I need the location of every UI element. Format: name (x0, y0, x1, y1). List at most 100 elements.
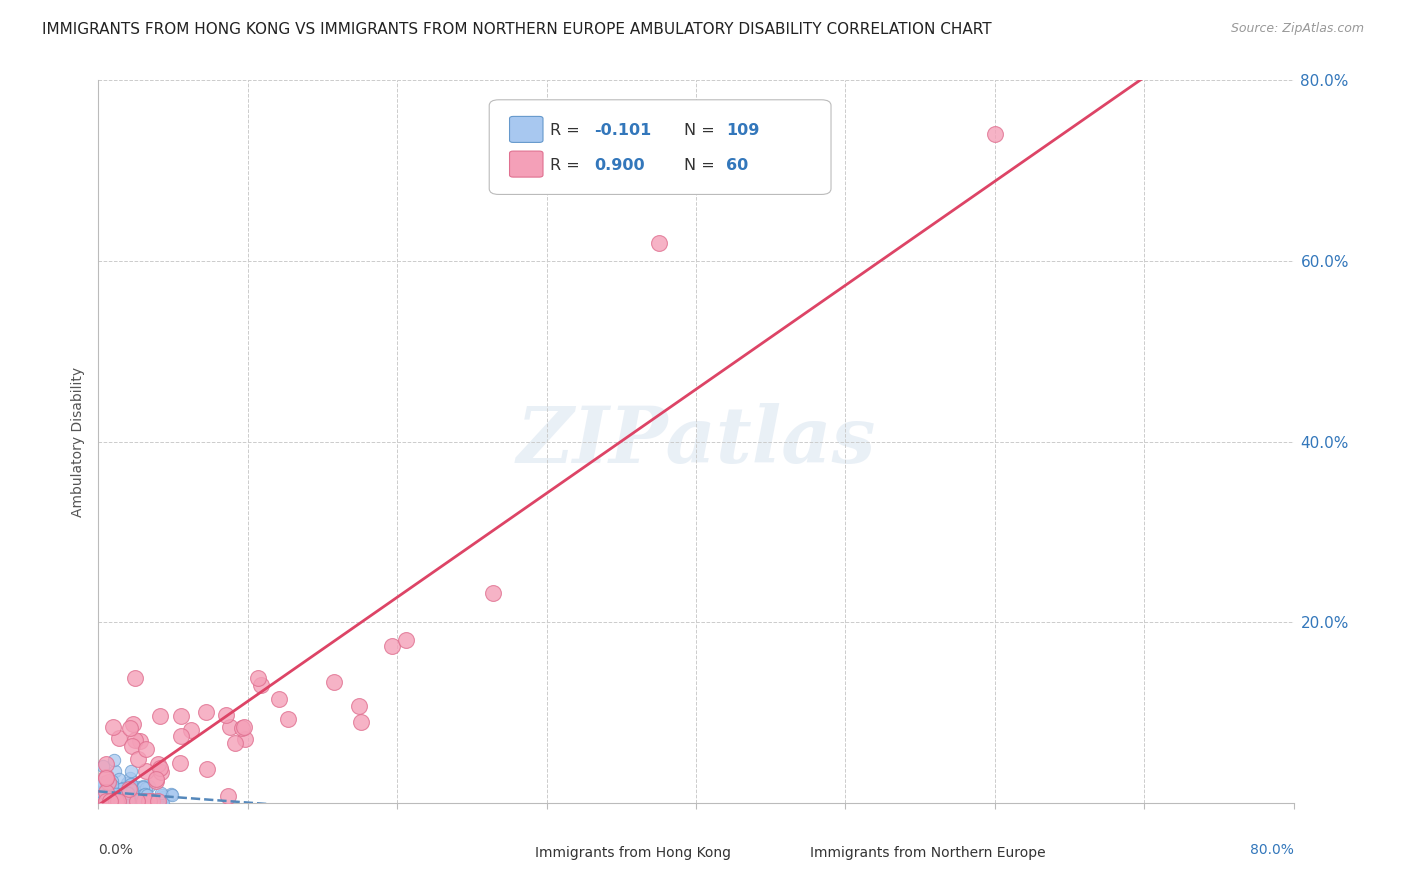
Point (96, 782, 118, 797)
Point (122, 792, 145, 806)
Point (121, 739, 143, 754)
Point (135, 789, 157, 803)
Point (135, 764, 157, 778)
Point (217, 789, 239, 803)
Point (149, 709, 172, 723)
Point (97, 785, 120, 799)
Point (101, 780, 124, 794)
Point (247, 671, 270, 685)
Point (112, 796, 135, 810)
Point (647, 235, 669, 250)
Point (124, 784, 146, 798)
Point (118, 792, 141, 806)
Point (114, 783, 136, 797)
Point (149, 796, 172, 810)
Point (103, 794, 125, 808)
Point (350, 715, 373, 730)
Point (124, 671, 146, 685)
Point (152, 789, 174, 804)
Point (110, 781, 132, 796)
Point (120, 778, 142, 792)
Text: 0.900: 0.900 (595, 158, 645, 173)
Point (103, 794, 125, 808)
Point (94, 794, 117, 808)
Text: R =: R = (550, 123, 585, 138)
Point (96, 780, 118, 795)
Point (118, 795, 141, 809)
Point (145, 774, 167, 789)
Text: N =: N = (685, 158, 720, 173)
Point (89, 796, 111, 810)
Point (118, 795, 141, 809)
Point (195, 762, 218, 776)
Point (93, 784, 115, 798)
Point (232, 720, 254, 734)
Text: IMMIGRANTS FROM HONG KONG VS IMMIGRANTS FROM NORTHERN EUROPE AMBULATORY DISABILI: IMMIGRANTS FROM HONG KONG VS IMMIGRANTS … (42, 22, 991, 37)
Point (117, 796, 139, 810)
Point (160, 789, 183, 803)
FancyBboxPatch shape (509, 117, 543, 143)
Point (97, 796, 120, 810)
Point (97, 792, 120, 806)
Point (101, 720, 124, 734)
Point (131, 785, 153, 799)
Point (249, 677, 271, 691)
Point (94, 785, 117, 799)
Point (108, 772, 131, 786)
Point (87, 789, 110, 804)
Point (117, 786, 139, 800)
Point (231, 722, 253, 736)
Point (215, 708, 238, 723)
Point (118, 782, 141, 797)
Point (91, 784, 114, 798)
Point (100, 786, 122, 800)
Point (118, 786, 141, 800)
Point (104, 786, 127, 800)
Point (141, 794, 163, 808)
Text: Source: ZipAtlas.com: Source: ZipAtlas.com (1230, 22, 1364, 36)
Point (117, 785, 139, 799)
Point (93, 784, 115, 798)
Point (103, 786, 125, 800)
Point (103, 764, 125, 778)
Point (90, 790, 112, 805)
FancyBboxPatch shape (509, 151, 543, 178)
Point (112, 781, 135, 796)
Text: -0.101: -0.101 (595, 123, 651, 138)
Point (115, 788, 138, 802)
Text: ZIPatlas: ZIPatlas (516, 403, 876, 480)
Point (112, 791, 135, 805)
Point (104, 796, 127, 810)
Point (101, 796, 124, 810)
Point (269, 691, 291, 706)
Point (120, 764, 142, 778)
Point (132, 779, 155, 793)
Point (110, 783, 132, 797)
Point (89, 777, 111, 791)
Point (129, 785, 152, 799)
Point (224, 736, 246, 750)
Point (150, 788, 173, 802)
Point (135, 781, 157, 796)
Point (118, 789, 141, 804)
Point (112, 791, 135, 805)
Point (124, 733, 146, 747)
Point (218, 721, 240, 735)
Point (91, 759, 114, 773)
Point (127, 780, 149, 794)
Point (132, 794, 155, 808)
Point (104, 788, 127, 802)
Point (124, 792, 146, 806)
Point (138, 794, 160, 808)
Point (127, 786, 149, 800)
Point (150, 764, 173, 779)
Point (135, 788, 157, 802)
Point (94, 757, 117, 772)
Point (117, 776, 139, 790)
Point (107, 794, 129, 808)
Point (111, 792, 134, 806)
Point (97, 787, 120, 801)
Point (93, 794, 115, 808)
Point (146, 793, 169, 807)
FancyBboxPatch shape (770, 842, 807, 866)
